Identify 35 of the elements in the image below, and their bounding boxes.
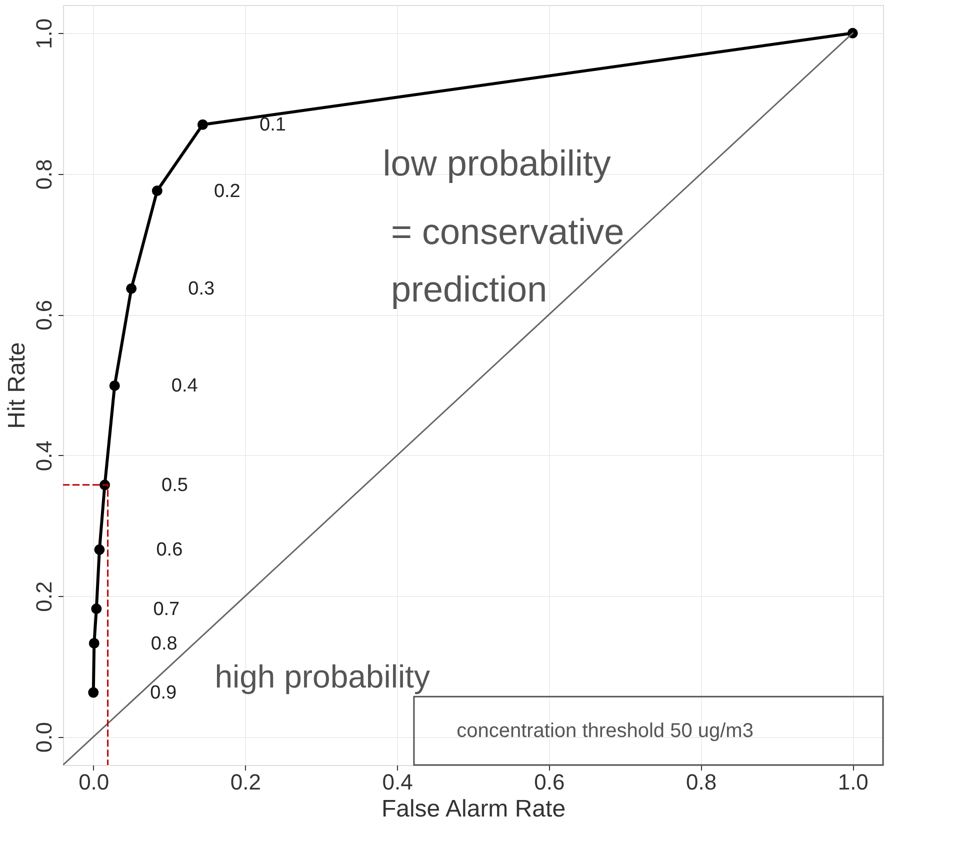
x-tick-label: 0.2 [230, 770, 262, 794]
y-tick-label: 0.4 [32, 440, 56, 472]
point [91, 604, 102, 614]
point [109, 380, 120, 391]
annotation: 0.9 [150, 682, 177, 704]
y-tick-label: 0.6 [32, 300, 56, 330]
annotation: 0.6 [156, 540, 183, 561]
x-tick-label: 0.4 [382, 770, 413, 794]
annotation: low probability [382, 142, 611, 184]
annotation: 0.2 [214, 180, 240, 202]
point [152, 186, 162, 196]
point [88, 687, 99, 698]
annotation: 0.4 [171, 376, 198, 397]
annotation: = conservative prediction [391, 211, 624, 310]
point [197, 119, 208, 130]
annotation: 0.1 [259, 114, 286, 136]
x-tick-label: 0.6 [534, 770, 565, 794]
annotation: 0.7 [153, 598, 180, 620]
point [88, 638, 100, 648]
x-tick-label: 0.8 [686, 770, 717, 794]
point [126, 283, 137, 294]
annotation: concentration threshold 50 ug/m3 [456, 720, 754, 742]
y-tick-label: 0.0 [32, 722, 56, 753]
x-tick-label: 0.0 [78, 770, 110, 794]
annotation: 0.3 [188, 278, 215, 300]
y-tick-label: 0.2 [32, 581, 56, 612]
x-tick-label: 1.0 [838, 770, 868, 794]
x-axis-title: False Alarm Rate [381, 796, 566, 822]
point [94, 544, 105, 555]
annotation: 0.8 [150, 633, 178, 654]
y-tick-label: 1.0 [32, 18, 56, 49]
y-axis-title: Hit Rate [4, 342, 30, 429]
annotation: high probability [214, 658, 430, 695]
y-tick-label: 0.8 [32, 159, 56, 190]
annotation: 0.5 [162, 474, 188, 496]
